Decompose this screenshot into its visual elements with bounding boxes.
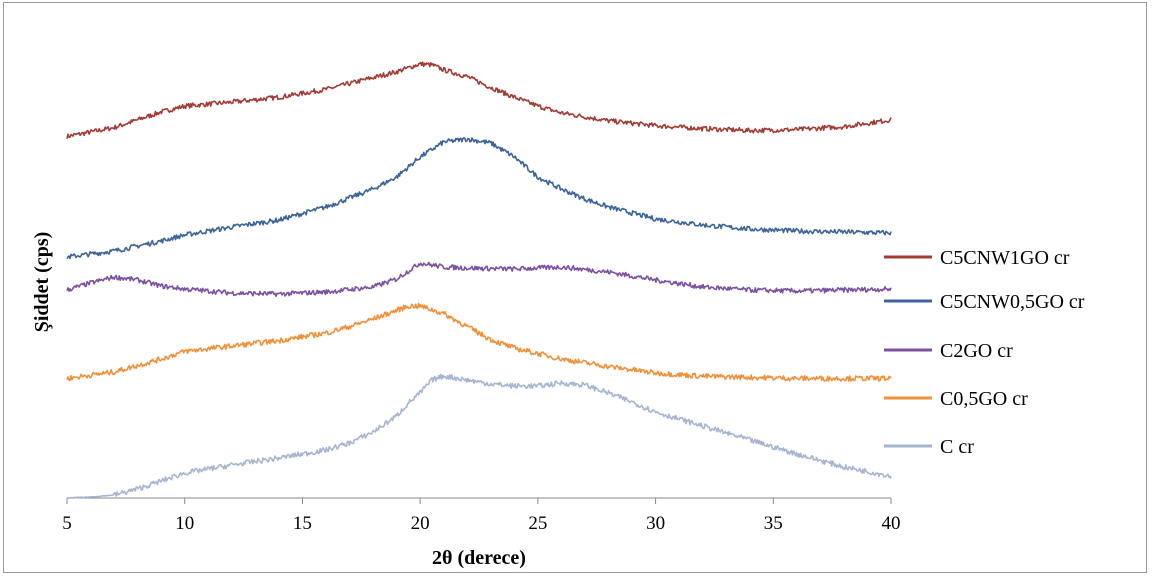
x-tick-label: 25 <box>528 513 547 534</box>
x-tick-label: 20 <box>411 513 430 534</box>
legend: C5CNW1GO cr C5CNW0,5GO cr C2GO cr C0,5GO cr… <box>884 247 1085 458</box>
series-line-1 <box>66 137 892 260</box>
x-tick-label: 40 <box>882 513 901 534</box>
series-line-0 <box>66 61 892 139</box>
x-axis-title: 2θ (derece) <box>432 547 526 569</box>
x-tick-label: 5 <box>62 513 72 534</box>
series-line-4 <box>66 373 892 499</box>
series-line-2 <box>66 261 892 298</box>
series-line-3 <box>66 302 892 382</box>
legend-label: C2GO cr <box>940 340 1013 362</box>
series-layer <box>66 61 892 499</box>
x-tick-label: 35 <box>764 513 783 534</box>
x-tick-label: 15 <box>293 513 312 534</box>
legend-label: C5CNW1GO cr <box>940 247 1070 269</box>
chart-frame <box>3 2 1147 573</box>
y-axis-title: Şiddet (cps) <box>31 232 53 333</box>
x-tick-label: 10 <box>175 513 194 534</box>
legend-label: C cr <box>940 436 974 458</box>
legend-label: C5CNW0,5GO cr <box>940 291 1085 313</box>
x-axis: 5 10 15 20 25 30 35 40 <box>62 497 901 534</box>
x-tick-label: 30 <box>646 513 665 534</box>
legend-label: C0,5GO cr <box>940 388 1028 410</box>
